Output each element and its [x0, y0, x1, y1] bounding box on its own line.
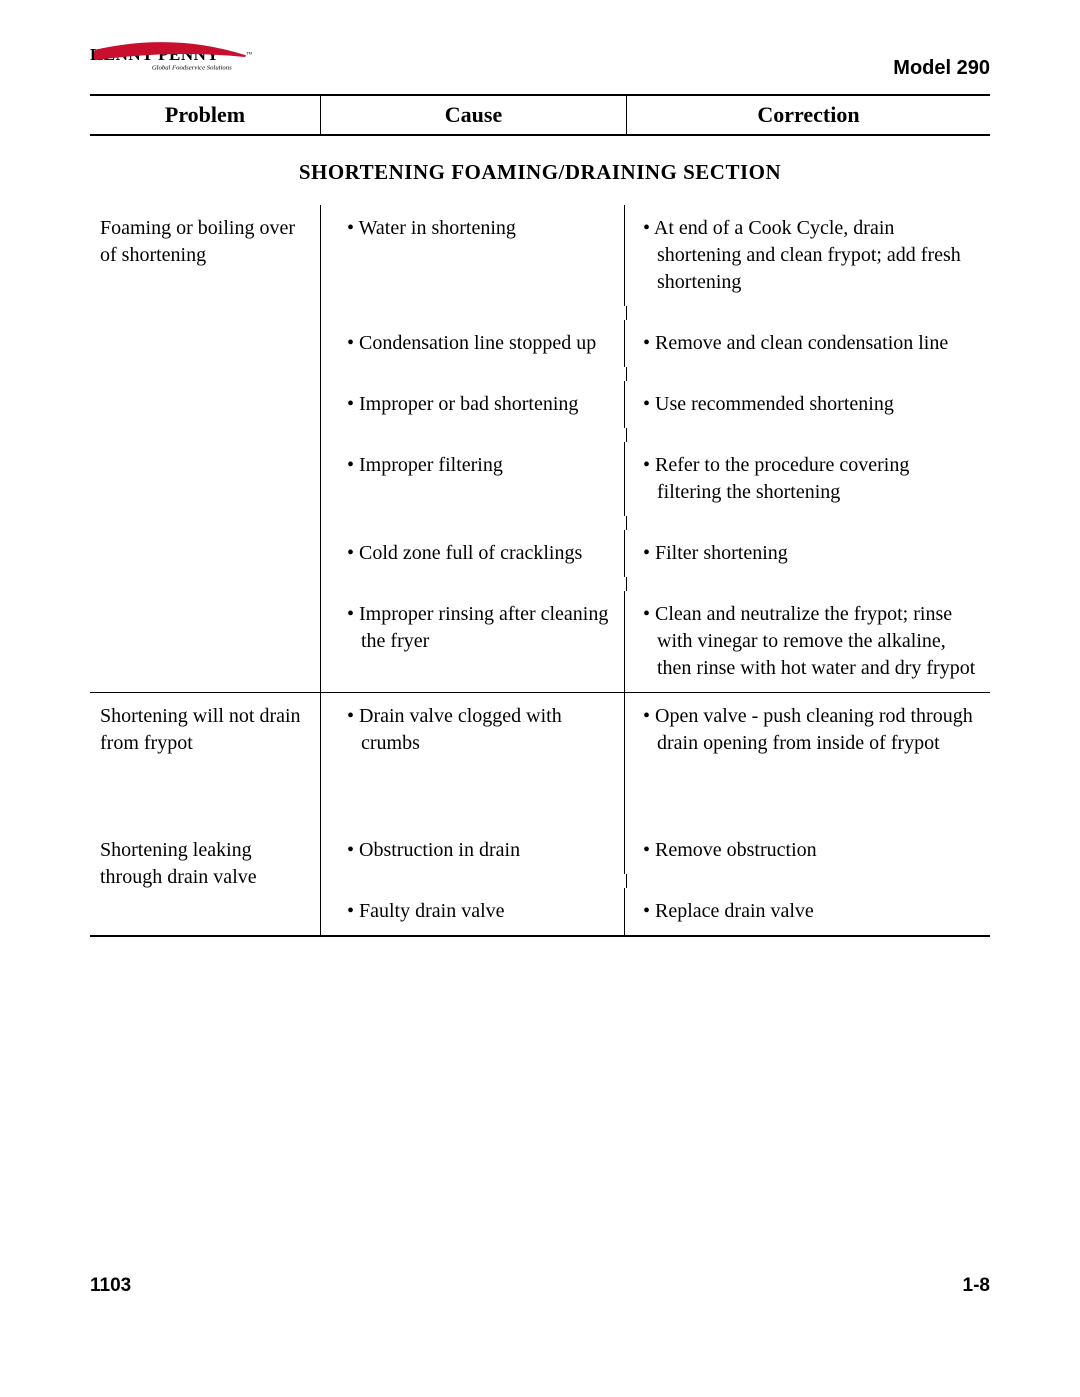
cause-cell: • Obstruction in drain [320, 827, 625, 874]
cause-correction-pair: • Cold zone full of cracklings• Filter s… [320, 530, 990, 577]
table-header-row: Problem Cause Correction [90, 96, 990, 136]
cause-cell: • Cold zone full of cracklings [320, 530, 625, 577]
svg-text:™: ™ [246, 51, 252, 58]
brand-tagline-text: Global Foodservice Solutions [152, 64, 232, 71]
col-header-correction: Correction [627, 96, 990, 134]
correction-cell: • Open valve - push cleaning rod through… [625, 693, 990, 827]
cause-correction-pair: • Improper rinsing after cleaning the fr… [320, 591, 990, 692]
brand-logo: HENNY PENNY ™ Global Foodservice Solutio… [90, 38, 260, 80]
correction-cell: • Filter shortening [625, 530, 990, 577]
col-header-cause: Cause [320, 96, 627, 134]
correction-cell: • At end of a Cook Cycle, drain shorteni… [625, 205, 990, 306]
footer-right: 1-8 [963, 1275, 990, 1297]
section-title: SHORTENING FOAMING/DRAINING SECTION [90, 136, 990, 205]
problem-cell: Shortening leaking through drain valve [90, 827, 320, 935]
correction-cell: • Replace drain valve [625, 888, 990, 935]
cause-cell: • Condensation line stopped up [320, 320, 625, 367]
table-row: Foaming or boiling over of shortening• W… [90, 205, 990, 692]
cause-correction-pair: • Condensation line stopped up• Remove a… [320, 320, 990, 367]
cause-cell: • Water in shortening [320, 205, 625, 306]
table-row: Shortening will not drain from frypot• D… [90, 692, 990, 827]
cause-cell: • Drain valve clogged with crumbs [320, 693, 625, 827]
cause-correction-pair: • Improper filtering• Refer to the proce… [320, 442, 990, 516]
cause-cell: • Improper or bad shortening [320, 381, 625, 428]
page-header: HENNY PENNY ™ Global Foodservice Solutio… [90, 38, 990, 80]
col-header-problem: Problem [90, 96, 320, 134]
cause-cell: • Improper filtering [320, 442, 625, 516]
correction-cell: • Use recommended shortening [625, 381, 990, 428]
problem-cell: Shortening will not drain from frypot [90, 693, 320, 827]
cause-correction-pair: • Faulty drain valve• Replace drain valv… [320, 888, 990, 935]
cause-correction-pair: • Water in shortening• At end of a Cook … [320, 205, 990, 306]
troubleshooting-table: Problem Cause Correction SHORTENING FOAM… [90, 94, 990, 937]
table-row: Shortening leaking through drain valve• … [90, 827, 990, 935]
footer-left: 1103 [90, 1275, 131, 1297]
correction-cell: • Refer to the procedure covering filter… [625, 442, 990, 516]
cause-correction-pair: • Improper or bad shortening• Use recomm… [320, 381, 990, 428]
cause-cell: • Faulty drain valve [320, 888, 625, 935]
correction-cell: • Remove obstruction [625, 827, 990, 874]
cause-correction-pair: • Obstruction in drain• Remove obstructi… [320, 827, 990, 874]
cause-cell: • Improper rinsing after cleaning the fr… [320, 591, 625, 692]
page-footer: 1103 1-8 [90, 1275, 990, 1297]
cause-correction-pair: • Drain valve clogged with crumbs• Open … [320, 693, 990, 827]
correction-cell: • Clean and neutralize the frypot; rinse… [625, 591, 990, 692]
problem-cell: Foaming or boiling over of shortening [90, 205, 320, 692]
model-label: Model 290 [893, 57, 990, 80]
table-body: Foaming or boiling over of shortening• W… [90, 205, 990, 935]
correction-cell: • Remove and clean condensation line [625, 320, 990, 367]
